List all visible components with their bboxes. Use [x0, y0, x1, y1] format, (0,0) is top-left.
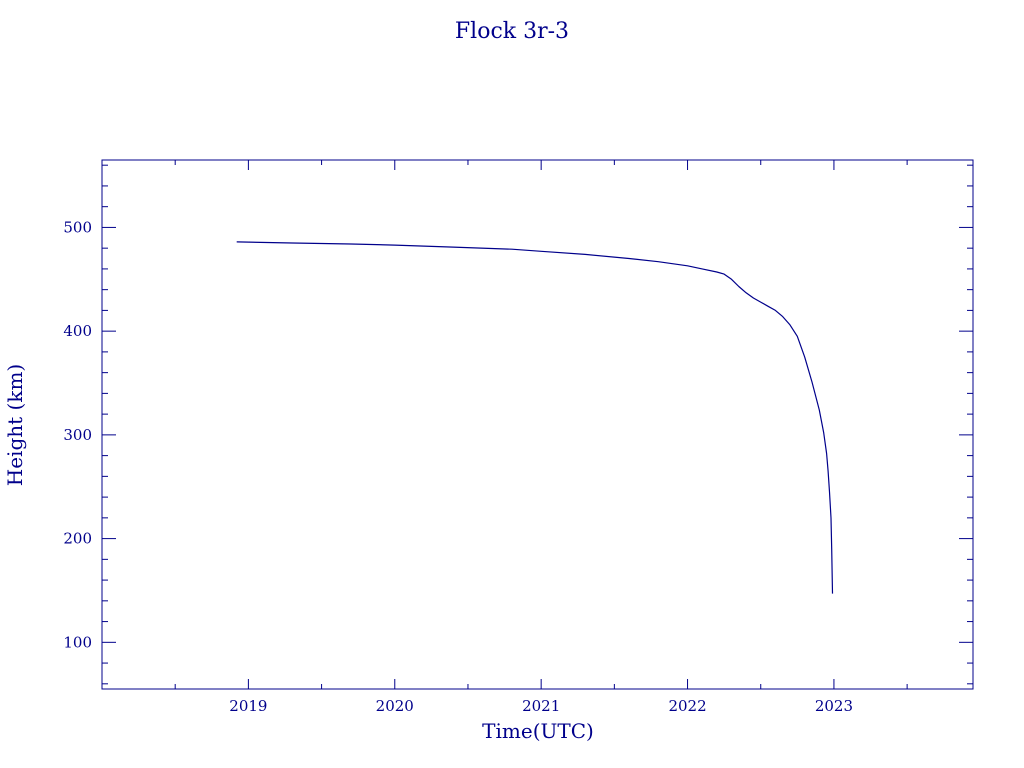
y-tick-label: 500	[63, 218, 92, 236]
height-series-line	[236, 241, 834, 594]
x-tick-label: 2021	[522, 697, 560, 715]
x-axis-label: Time(UTC)	[482, 719, 594, 743]
y-axis-tick-labels: 100 200 300 400 500	[63, 218, 92, 651]
y-tick-label: 400	[63, 322, 92, 340]
chart-title: Flock 3r-3	[455, 19, 569, 44]
series-group	[236, 241, 834, 594]
y-tick-label: 300	[63, 426, 92, 444]
y-axis-label: Height (km)	[3, 364, 27, 486]
x-tick-label: 2022	[668, 697, 706, 715]
x-tick-label: 2020	[376, 697, 414, 715]
y-axis-ticks	[102, 164, 973, 685]
x-axis-ticks	[101, 160, 908, 689]
y-tick-label: 100	[63, 633, 92, 651]
plot-frame	[101, 159, 974, 690]
y-tick-label: 200	[63, 530, 92, 548]
x-tick-label: 2023	[815, 697, 853, 715]
x-axis-tick-labels: 2019 2020 2021 2022 2023	[229, 697, 853, 715]
x-tick-label: 2019	[229, 697, 267, 715]
